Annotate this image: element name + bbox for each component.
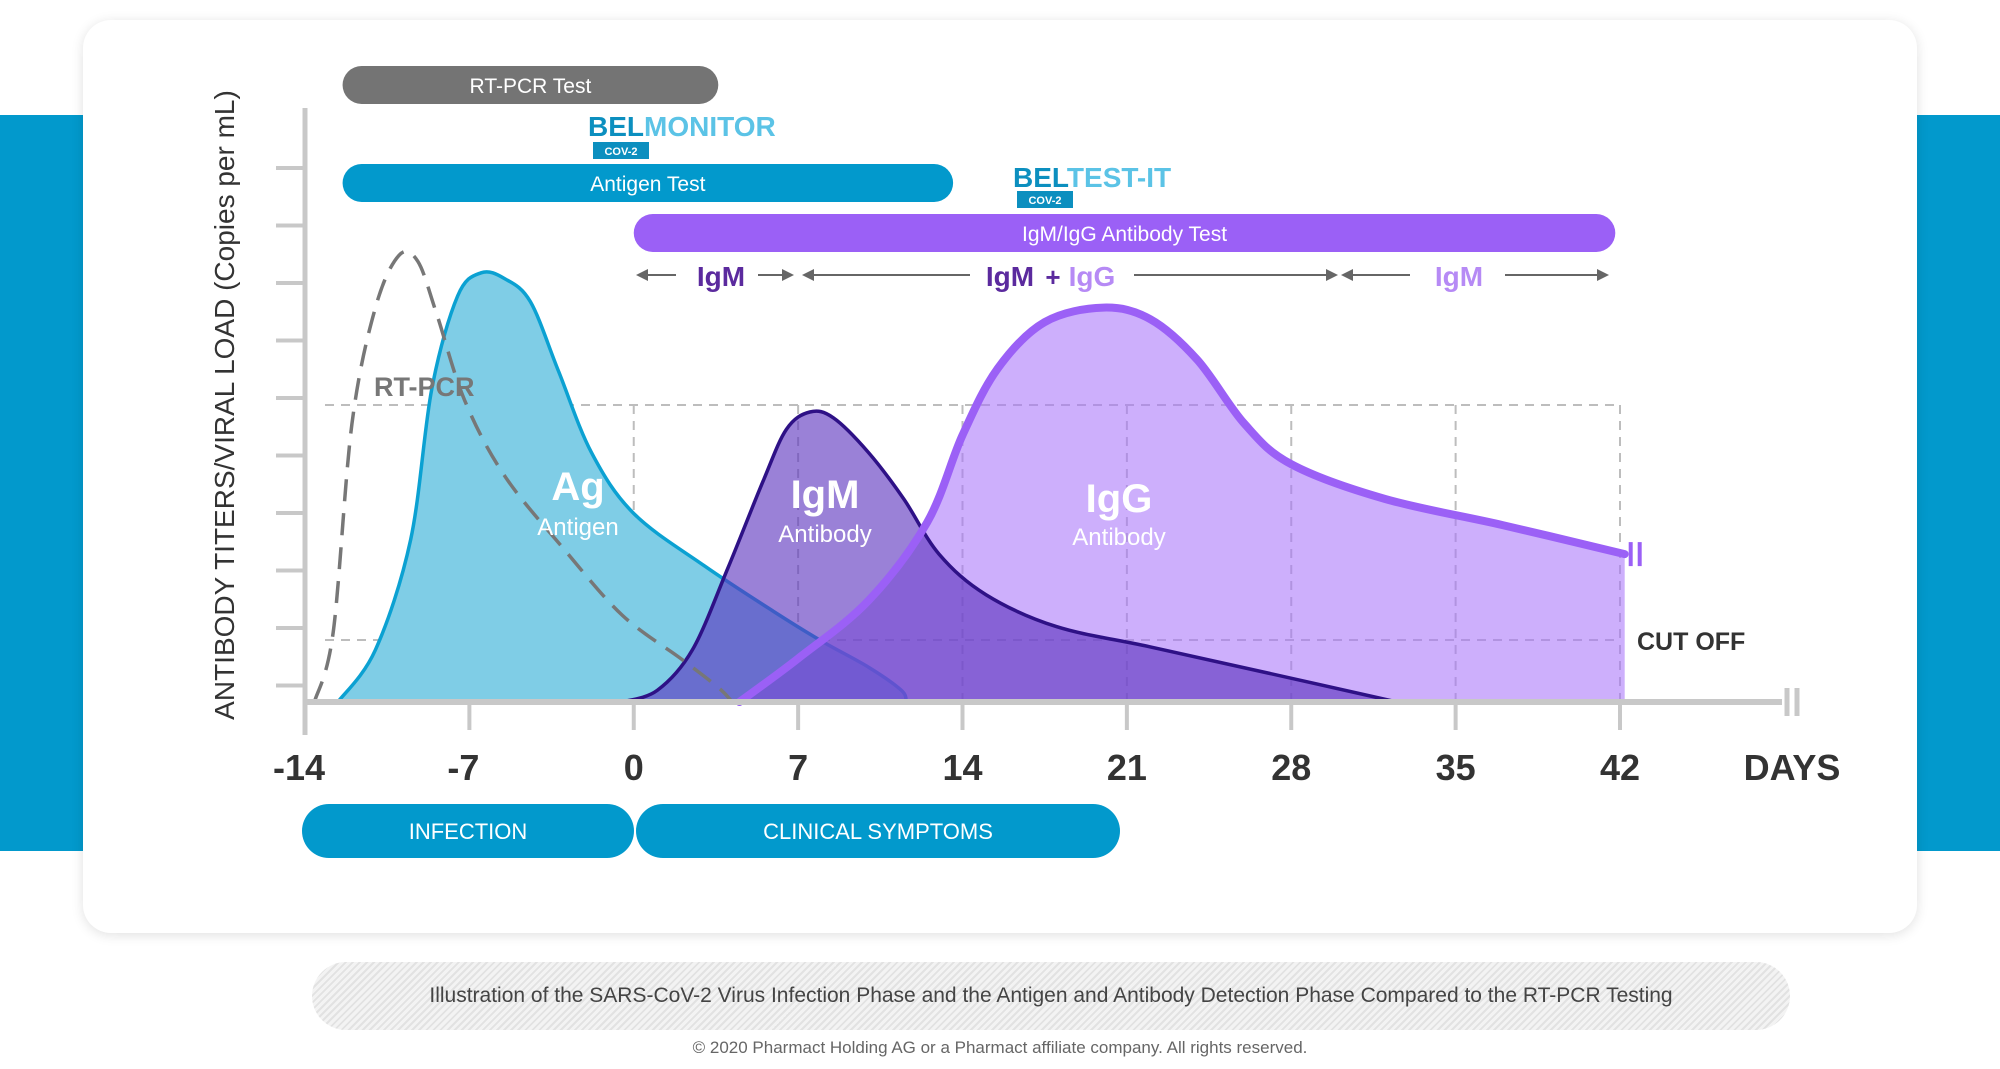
range-label-igm-early: IgM: [697, 261, 745, 292]
igm-sublabel: Antibody: [778, 521, 871, 548]
x-tick-label: -7: [447, 747, 479, 788]
antigen-sublabel: Antigen: [537, 514, 618, 541]
range-label-igm-late: IgM: [1435, 261, 1483, 292]
x-tick-label: 28: [1271, 747, 1311, 788]
arrow-head: [802, 269, 814, 281]
y-axis-label: ANTIBODY TITERS/VIRAL LOAD (Copies per m…: [209, 90, 240, 720]
range-label-igg: IgG: [1069, 261, 1116, 292]
brand-name-part: BEL: [1013, 162, 1069, 193]
rt-pcr-label: RT-PCR: [374, 372, 475, 402]
phase-label: CLINICAL SYMPTOMS: [763, 819, 993, 844]
brand-badge: [1017, 191, 1073, 208]
phase-label: INFECTION: [409, 819, 528, 844]
x-tick-label: 14: [942, 747, 982, 788]
arrow-head: [1597, 269, 1609, 281]
brand-name-part: MONITOR: [644, 111, 776, 142]
x-tick-label: 21: [1107, 747, 1147, 788]
brand-badge: [593, 142, 649, 159]
brand-badge-text: COV-2: [1028, 195, 1061, 207]
phase-bar-1: [636, 804, 1120, 858]
phase-bar-0: [302, 804, 634, 858]
copyright-notice: © 2020 Pharmact Holding AG or a Pharmact…: [692, 1038, 1308, 1057]
x-tick-label: -14: [273, 747, 325, 788]
brand-name: BELTEST-IT: [1013, 162, 1171, 193]
x-tick-label: 35: [1436, 747, 1476, 788]
brand-badge-text: COV-2: [604, 146, 637, 158]
rt-pcr-curve: [312, 249, 734, 704]
igg-sublabel: Antibody: [1072, 524, 1165, 551]
test-bar-2: [633, 214, 1616, 252]
igg-label: IgG: [1086, 477, 1153, 521]
cutoff-label: CUT OFF: [1637, 628, 1745, 656]
range-label-plus: +: [1045, 262, 1060, 292]
x-tick-label: 0: [624, 747, 644, 788]
brand-name-part: TEST-IT: [1067, 162, 1171, 193]
x-tick-label: 7: [788, 747, 808, 788]
range-label-igm: IgM: [986, 261, 1034, 292]
antigen-label: Ag: [551, 465, 604, 509]
test-bar-label: Antigen Test: [590, 173, 705, 196]
arrow-head: [1326, 269, 1338, 281]
arrow-head: [782, 269, 794, 281]
igg-curve: [735, 303, 1629, 706]
brand-name: BELMONITOR: [588, 111, 776, 142]
test-bar-1: [342, 164, 954, 202]
arrow-head: [1341, 269, 1353, 281]
chart-caption: Illustration of the SARS-CoV-2 Virus Inf…: [429, 984, 1673, 1007]
test-bar-label: IgM/IgG Antibody Test: [1022, 223, 1227, 246]
brand-name-part: BEL: [588, 111, 644, 142]
test-bar-label: RT-PCR Test: [470, 75, 592, 98]
igm-label: IgM: [791, 473, 860, 517]
x-tick-label: 42: [1600, 747, 1640, 788]
arrow-head: [636, 269, 648, 281]
caption-pill: Illustration of the SARS-CoV-2 Virus Inf…: [312, 962, 1790, 1030]
igm-area: [621, 409, 1398, 704]
test-bar-0: [342, 66, 719, 104]
x-axis-label: DAYS: [1744, 747, 1841, 788]
